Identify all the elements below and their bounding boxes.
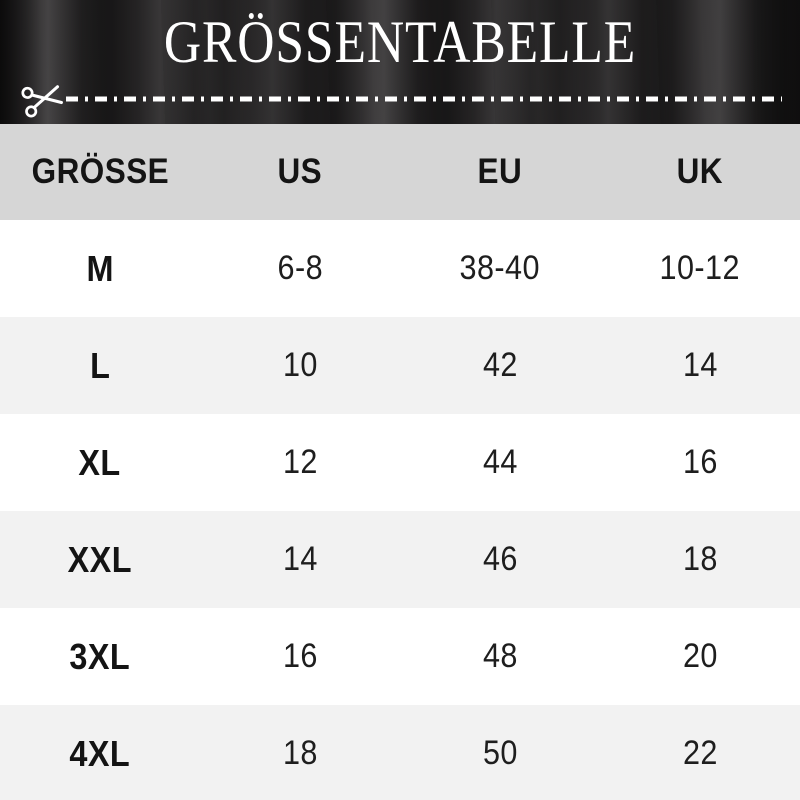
us-value: 12	[282, 443, 318, 481]
dashed-cut-line	[66, 96, 782, 102]
eu-value: 38-40	[459, 249, 541, 287]
eu-value: 50	[482, 734, 518, 772]
cut-here-line	[21, 82, 782, 118]
us-value: 18	[282, 734, 318, 772]
table-row: XL 12 44 16	[0, 414, 800, 511]
uk-value: 18	[682, 540, 718, 578]
eu-value: 42	[482, 346, 518, 384]
column-header-uk: UK	[676, 152, 724, 191]
size-label: XXL	[67, 538, 133, 580]
size-label: L	[89, 344, 111, 386]
eu-value: 48	[482, 637, 518, 675]
table-row: L 10 42 14	[0, 317, 800, 414]
eu-value: 44	[482, 443, 518, 481]
table-header-row: GRÖSSE US EU UK	[0, 124, 800, 220]
uk-value: 14	[682, 346, 718, 384]
page-title: GRÖSSENTABELLE	[163, 9, 637, 75]
us-value: 16	[282, 637, 318, 675]
size-chart-table: GRÖSSE US EU UK M 6-8 38-40 10-12 L 10 4…	[0, 124, 800, 800]
uk-value: 16	[682, 443, 718, 481]
size-label: XL	[78, 441, 122, 483]
uk-value: 22	[682, 734, 718, 772]
column-header-groesse: GRÖSSE	[31, 152, 169, 191]
uk-value: 20	[682, 637, 718, 675]
uk-value: 10-12	[659, 249, 741, 287]
hero-banner: GRÖSSENTABELLE	[0, 0, 800, 124]
us-value: 10	[282, 346, 318, 384]
column-header-us: US	[277, 152, 323, 191]
column-header-eu: EU	[477, 152, 523, 191]
us-value: 6-8	[277, 249, 323, 287]
size-label: 3XL	[69, 635, 131, 677]
scissors-icon	[21, 85, 63, 118]
table-row: 3XL 16 48 20	[0, 608, 800, 705]
eu-value: 46	[482, 540, 518, 578]
table-row: XXL 14 46 18	[0, 511, 800, 608]
size-label: 4XL	[69, 732, 131, 774]
us-value: 14	[282, 540, 318, 578]
table-row: M 6-8 38-40 10-12	[0, 220, 800, 317]
size-label: M	[86, 247, 114, 289]
table-row: 4XL 18 50 22	[0, 705, 800, 800]
